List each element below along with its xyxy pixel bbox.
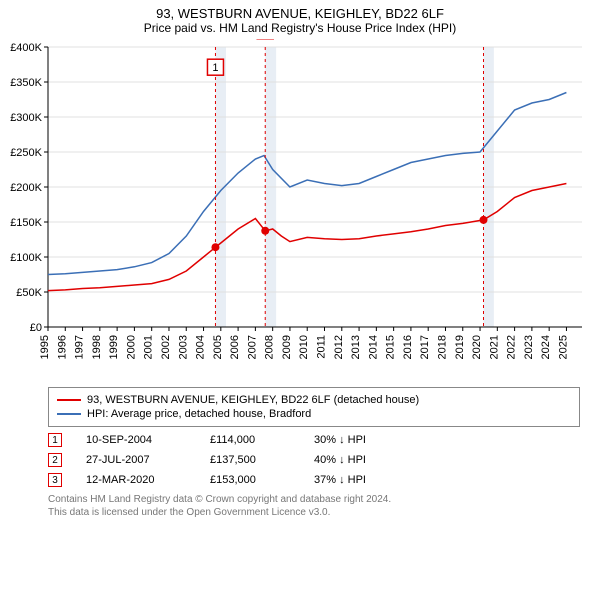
y-tick-label: £150K: [10, 217, 42, 229]
x-tick-label: 2009: [281, 335, 293, 359]
x-tick-label: 2019: [454, 335, 466, 359]
y-tick-label: £0: [30, 322, 42, 334]
transaction-row: 3 12-MAR-2020 £153,000 37% ↓ HPI: [48, 473, 580, 487]
y-tick-label: £250K: [10, 147, 42, 159]
x-tick-label: 2012: [333, 335, 345, 359]
x-tick-label: 2024: [540, 335, 552, 359]
x-tick-label: 2013: [350, 335, 362, 359]
x-tick-label: 2021: [488, 335, 500, 359]
x-tick-label: 2011: [316, 335, 328, 359]
transaction-row: 1 10-SEP-2004 £114,000 30% ↓ HPI: [48, 433, 580, 447]
transaction-delta: 30% ↓ HPI: [314, 434, 366, 446]
x-tick-label: 2017: [419, 335, 431, 359]
chart-marker-1: 1: [207, 59, 223, 75]
chart-subtitle: Price paid vs. HM Land Registry's House …: [0, 21, 600, 39]
legend-swatch: [57, 399, 81, 401]
legend: 93, WESTBURN AVENUE, KEIGHLEY, BD22 6LF …: [48, 387, 580, 427]
x-tick-label: 2004: [195, 335, 207, 359]
y-tick-label: £200K: [10, 182, 42, 194]
x-tick-label: 2025: [557, 335, 569, 359]
legend-label: HPI: Average price, detached house, Brad…: [87, 408, 311, 420]
footer: Contains HM Land Registry data © Crown c…: [48, 493, 580, 519]
transactions-table: 1 10-SEP-2004 £114,000 30% ↓ HPI 2 27-JUL-200…: [48, 433, 580, 487]
x-tick-label: 2005: [212, 335, 224, 359]
x-tick-label: 2023: [523, 335, 535, 359]
y-tick-label: £400K: [10, 42, 42, 54]
x-tick-label: 2015: [385, 335, 397, 359]
x-tick-label: 1996: [56, 335, 68, 359]
chart-title: 93, WESTBURN AVENUE, KEIGHLEY, BD22 6LF: [0, 0, 600, 21]
x-tick-label: 2003: [177, 335, 189, 359]
transaction-price: £114,000: [210, 434, 290, 446]
transaction-delta: 37% ↓ HPI: [314, 474, 366, 486]
x-tick-label: 2000: [125, 335, 137, 359]
price-chart: £0 £50K £100K £150K £200K £250K £300K £350K £400…: [0, 39, 600, 379]
x-tick-label: 2010: [298, 335, 310, 359]
legend-swatch: [57, 413, 81, 415]
legend-row: HPI: Average price, detached house, Brad…: [57, 408, 571, 420]
x-tick-label: 2006: [229, 335, 241, 359]
x-tick-label: 2007: [246, 335, 258, 359]
footer-line2: This data is licensed under the Open Gov…: [48, 506, 580, 519]
transaction-marker: 2: [48, 453, 62, 467]
x-tick-label: 1995: [39, 335, 51, 359]
transaction-marker: 1: [48, 433, 62, 447]
transaction-date: 10-SEP-2004: [86, 434, 186, 446]
transaction-date: 27-JUL-2007: [86, 454, 186, 466]
y-tick-label: £50K: [16, 287, 42, 299]
x-tick-label: 2018: [436, 335, 448, 359]
x-tick-label: 2002: [160, 335, 172, 359]
transaction-price: £153,000: [210, 474, 290, 486]
y-tick-label: £100K: [10, 252, 42, 264]
x-tick-label: 2008: [264, 335, 276, 359]
legend-label: 93, WESTBURN AVENUE, KEIGHLEY, BD22 6LF …: [87, 394, 419, 406]
svg-text:1: 1: [212, 62, 218, 74]
transaction-row: 2 27-JUL-2007 £137,500 40% ↓ HPI: [48, 453, 580, 467]
x-tick-label: 1999: [108, 335, 120, 359]
transaction-delta: 40% ↓ HPI: [314, 454, 366, 466]
transaction-date: 12-MAR-2020: [86, 474, 186, 486]
x-tick-label: 2014: [367, 335, 379, 359]
y-tick-label: £350K: [10, 77, 42, 89]
x-tick-label: 2020: [471, 335, 483, 359]
transaction-price: £137,500: [210, 454, 290, 466]
x-tick-label: 2022: [506, 335, 518, 359]
legend-row: 93, WESTBURN AVENUE, KEIGHLEY, BD22 6LF …: [57, 394, 571, 406]
footer-line1: Contains HM Land Registry data © Crown c…: [48, 493, 580, 506]
chart-container: 93, WESTBURN AVENUE, KEIGHLEY, BD22 6LF …: [0, 0, 600, 519]
transaction-marker: 3: [48, 473, 62, 487]
x-tick-label: 1998: [91, 335, 103, 359]
x-tick-label: 2016: [402, 335, 414, 359]
y-tick-label: £300K: [10, 112, 42, 124]
x-tick-label: 2001: [143, 335, 155, 359]
x-tick-label: 1997: [74, 335, 86, 359]
